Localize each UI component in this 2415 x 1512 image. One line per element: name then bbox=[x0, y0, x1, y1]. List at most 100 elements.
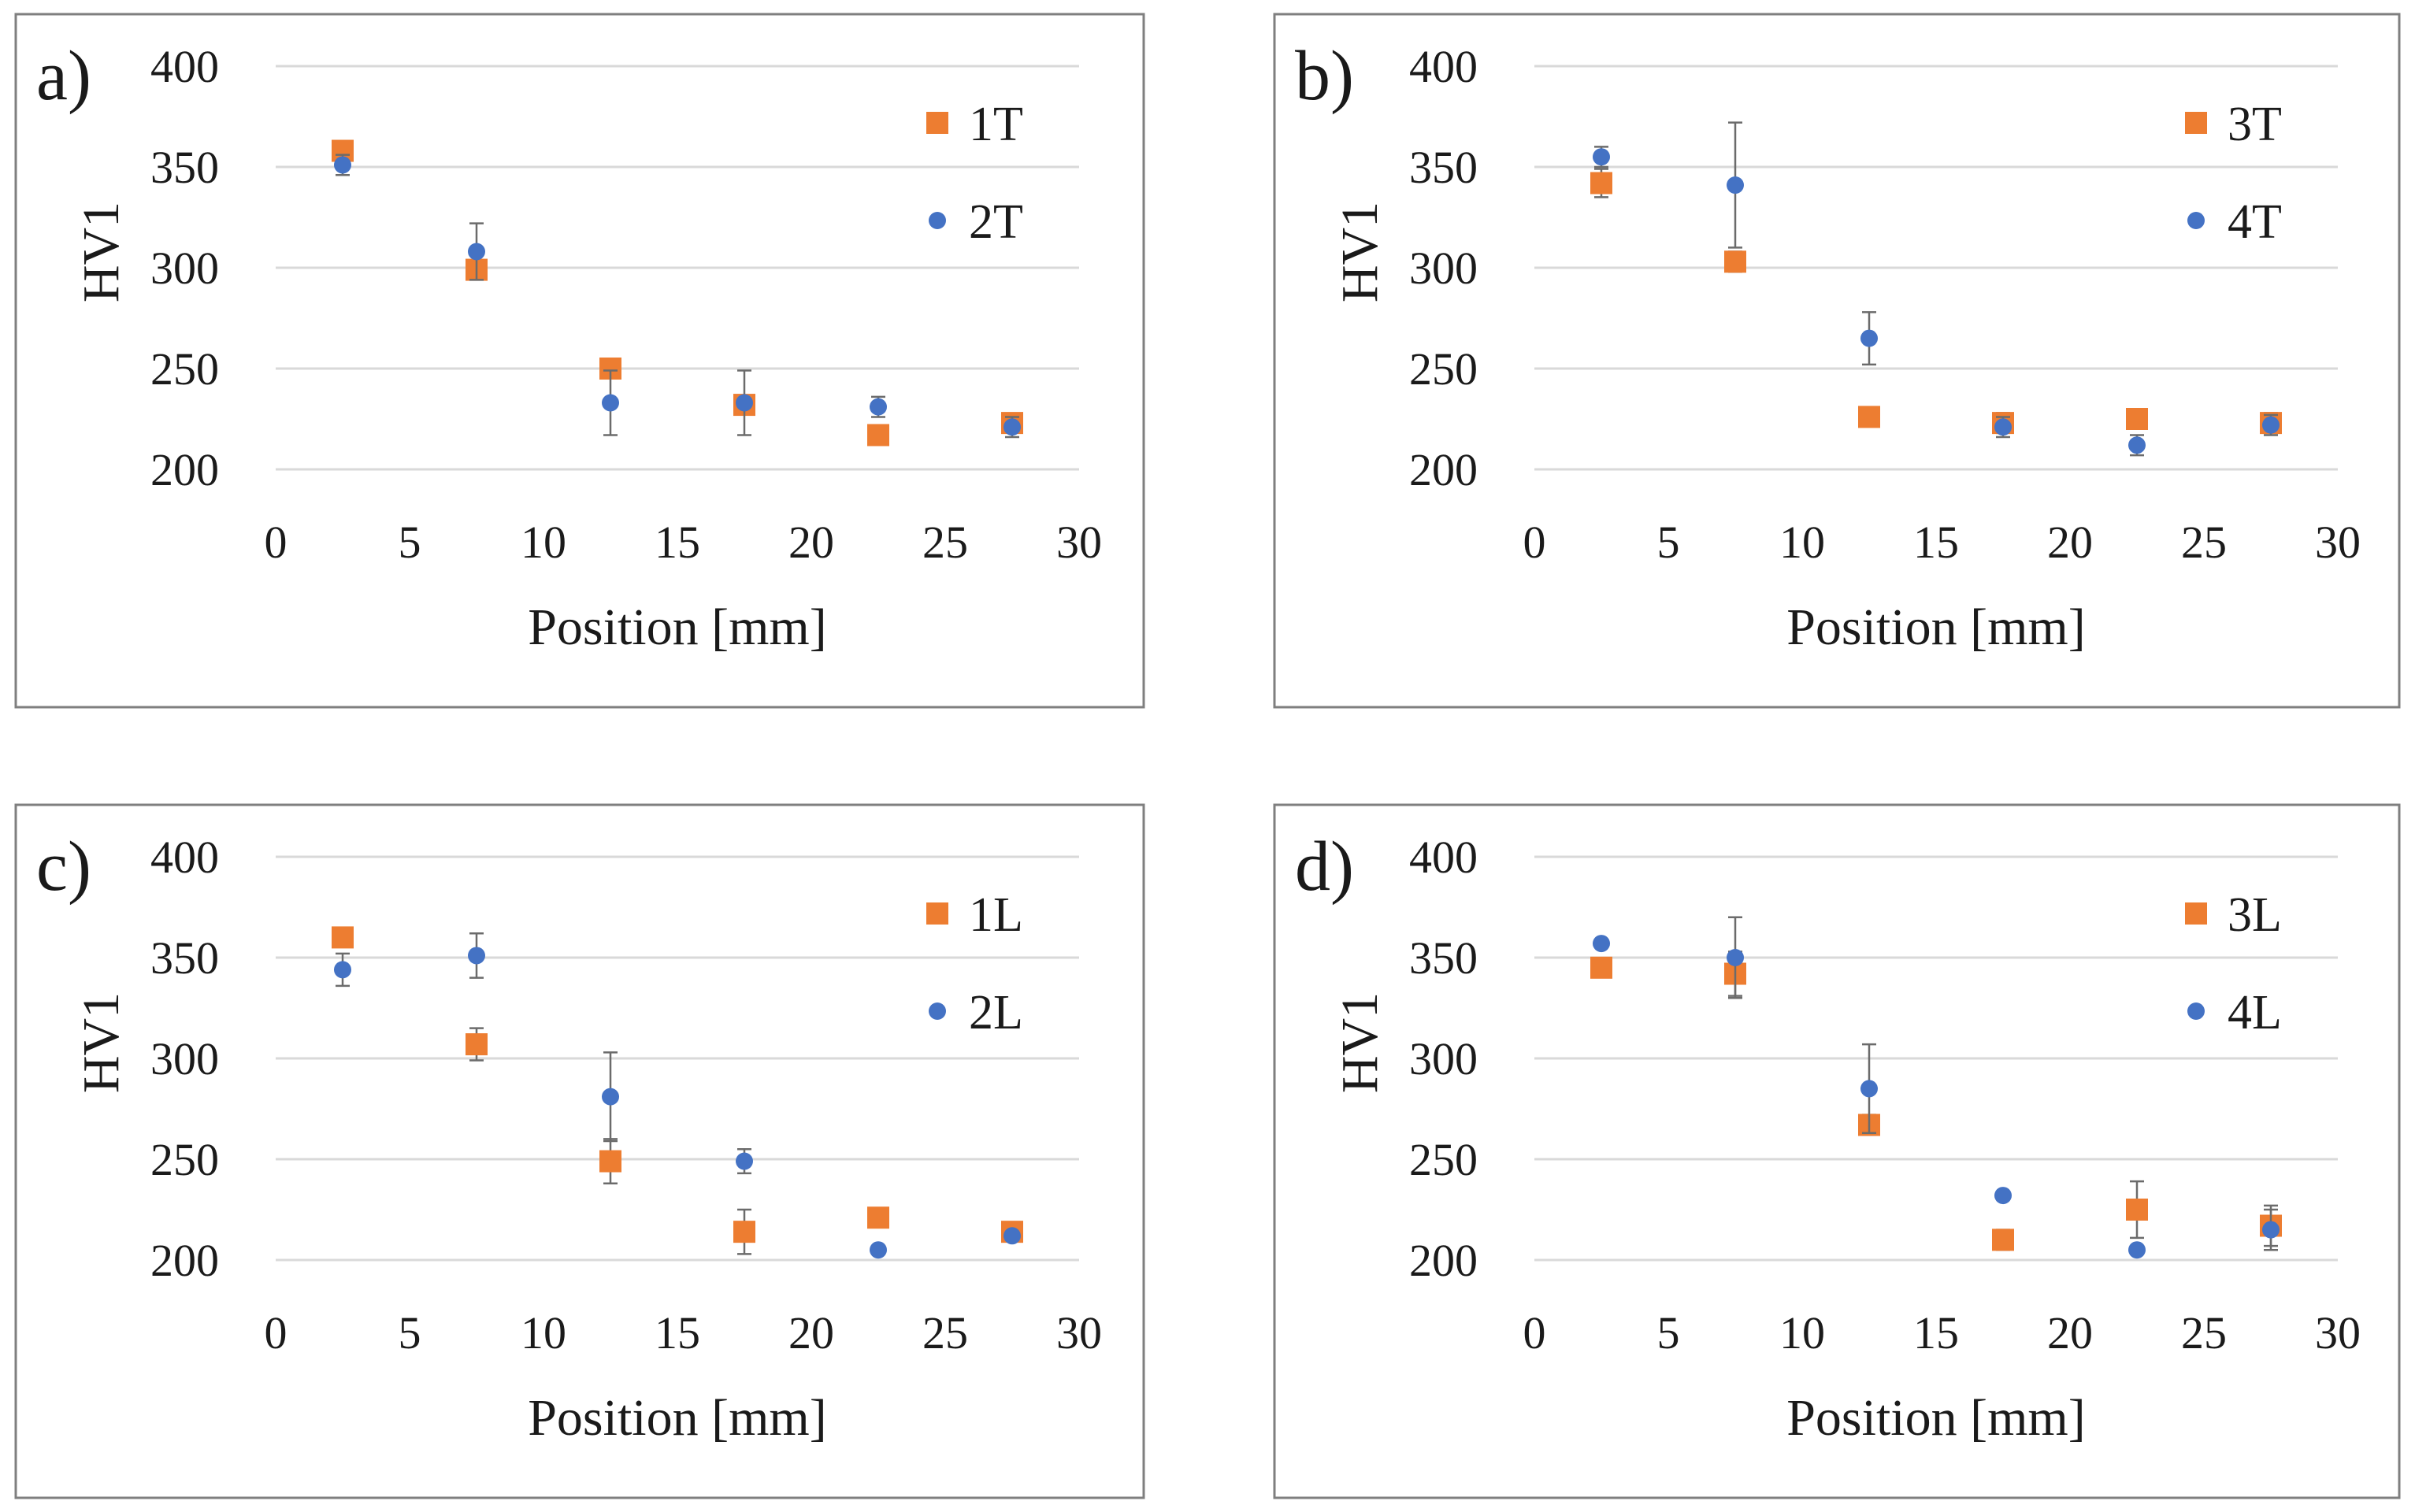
chart-panel-b: 200 250 300 350 400 0 5 10 15 20 25 30 b) Position [m… bbox=[1273, 13, 2401, 709]
x-axis-title: Position [mm] bbox=[528, 1389, 827, 1447]
data-point-2L bbox=[736, 1152, 753, 1170]
legend-marker bbox=[929, 212, 946, 229]
data-point-2L bbox=[468, 947, 485, 965]
data-point-3L bbox=[1590, 956, 1612, 979]
panel-label: d) bbox=[1295, 828, 1354, 906]
data-point-4L bbox=[2128, 1241, 2146, 1259]
x-tick-label: 10 bbox=[1779, 517, 1825, 568]
data-point-2T bbox=[602, 394, 619, 412]
data-point-3T bbox=[1590, 172, 1612, 195]
x-tick-label: 5 bbox=[1657, 1307, 1680, 1358]
legend-marker bbox=[2185, 902, 2207, 925]
legend-marker bbox=[2187, 212, 2205, 229]
y-tick-label: 350 bbox=[150, 932, 219, 984]
data-point-3T bbox=[1724, 250, 1746, 273]
legend-entry-2T: 2T bbox=[929, 195, 1023, 249]
data-point-4T bbox=[2128, 436, 2146, 454]
legend-marker bbox=[929, 1002, 946, 1020]
y-tick-label: 300 bbox=[1409, 1033, 1478, 1084]
panel-frame bbox=[14, 803, 1145, 1499]
data-point-2T bbox=[1003, 418, 1021, 436]
x-tick-label: 15 bbox=[1913, 1307, 1959, 1358]
data-point-1L bbox=[599, 1150, 621, 1173]
series-4T bbox=[1593, 121, 2280, 457]
x-tick-label: 15 bbox=[655, 517, 700, 568]
y-tick-label: 350 bbox=[150, 142, 219, 193]
x-tick-label: 10 bbox=[521, 517, 566, 568]
legend-label: 3T bbox=[2228, 98, 2282, 151]
x-axis-title: Position [mm] bbox=[528, 598, 827, 656]
legend-marker bbox=[2187, 1002, 2205, 1020]
data-point-3T bbox=[1858, 406, 1880, 428]
legend-entry-4L: 4L bbox=[2187, 986, 2282, 1040]
y-tick-label: 300 bbox=[150, 1033, 219, 1084]
legend-label: 4T bbox=[2228, 195, 2282, 249]
x-tick-label: 25 bbox=[2181, 517, 2227, 568]
y-tick-label: 250 bbox=[150, 1134, 219, 1185]
data-point-3T bbox=[2126, 408, 2148, 430]
legend-label: 1T bbox=[969, 98, 1023, 151]
legend-label: 3L bbox=[2228, 888, 2282, 942]
data-point-2L bbox=[602, 1088, 619, 1106]
series-2T bbox=[334, 154, 1021, 439]
panel-label: c) bbox=[36, 828, 91, 906]
x-tick-label: 0 bbox=[1523, 517, 1546, 568]
x-tick-label: 30 bbox=[2315, 517, 2361, 568]
y-tick-label: 300 bbox=[1409, 243, 1478, 294]
y-tick-label: 350 bbox=[1409, 142, 1478, 193]
y-tick-label: 250 bbox=[1409, 1134, 1478, 1185]
x-tick-label: 0 bbox=[265, 1307, 288, 1358]
y-tick-label: 400 bbox=[1409, 41, 1478, 92]
data-point-3L bbox=[1992, 1228, 2014, 1251]
x-tick-label: 25 bbox=[2181, 1307, 2227, 1358]
x-tick-label: 15 bbox=[1913, 517, 1959, 568]
legend-entry-2L: 2L bbox=[929, 986, 1023, 1040]
y-axis-title: HV1 bbox=[1331, 992, 1389, 1093]
legend-label: 4L bbox=[2228, 986, 2282, 1040]
x-axis-title: Position [mm] bbox=[1786, 598, 2086, 656]
data-point-4T bbox=[1994, 418, 2012, 436]
data-point-4L bbox=[2262, 1221, 2280, 1239]
x-tick-label: 10 bbox=[1779, 1307, 1825, 1358]
chart-panel-c: 200 250 300 350 400 0 5 10 15 20 25 30 c) Position [m… bbox=[14, 803, 1145, 1499]
data-point-4L bbox=[1860, 1080, 1878, 1098]
y-tick-label: 200 bbox=[150, 444, 219, 495]
legend-entry-3L: 3L bbox=[2185, 888, 2282, 942]
x-tick-label: 20 bbox=[788, 1307, 834, 1358]
data-point-4T bbox=[1860, 329, 1878, 347]
series-2L bbox=[334, 932, 1021, 1259]
data-point-4L bbox=[1727, 949, 1744, 966]
data-point-4L bbox=[1593, 935, 1610, 953]
data-point-3L bbox=[2126, 1199, 2148, 1221]
y-tick-label: 250 bbox=[1409, 343, 1478, 395]
y-tick-label: 200 bbox=[1409, 444, 1478, 495]
y-tick-label: 300 bbox=[150, 243, 219, 294]
legend-marker bbox=[2185, 112, 2207, 134]
panel-frame bbox=[1273, 803, 2401, 1499]
data-point-1L bbox=[332, 926, 354, 949]
x-tick-label: 30 bbox=[1056, 517, 1102, 568]
x-tick-label: 5 bbox=[1657, 517, 1680, 568]
y-axis-title: HV1 bbox=[72, 992, 130, 1093]
data-point-4T bbox=[2262, 416, 2280, 434]
legend-marker bbox=[926, 112, 948, 134]
panel-frame bbox=[1273, 13, 2401, 709]
x-tick-label: 20 bbox=[2047, 1307, 2093, 1358]
x-tick-label: 5 bbox=[399, 517, 421, 568]
legend-entry-4T: 4T bbox=[2187, 195, 2282, 249]
data-point-2L bbox=[870, 1241, 887, 1259]
panel-label: b) bbox=[1295, 37, 1354, 115]
legend-label: 2T bbox=[969, 195, 1023, 249]
legend-entry-3T: 3T bbox=[2185, 98, 2282, 151]
data-point-2L bbox=[1003, 1227, 1021, 1245]
data-point-1T bbox=[867, 424, 889, 447]
data-point-4T bbox=[1727, 176, 1744, 195]
data-point-1L bbox=[466, 1033, 488, 1056]
data-point-2L bbox=[334, 961, 351, 979]
y-tick-label: 400 bbox=[1409, 832, 1478, 883]
panel-frame bbox=[14, 13, 1145, 709]
x-tick-label: 30 bbox=[2315, 1307, 2361, 1358]
data-point-2T bbox=[736, 394, 753, 412]
y-tick-label: 250 bbox=[150, 343, 219, 395]
